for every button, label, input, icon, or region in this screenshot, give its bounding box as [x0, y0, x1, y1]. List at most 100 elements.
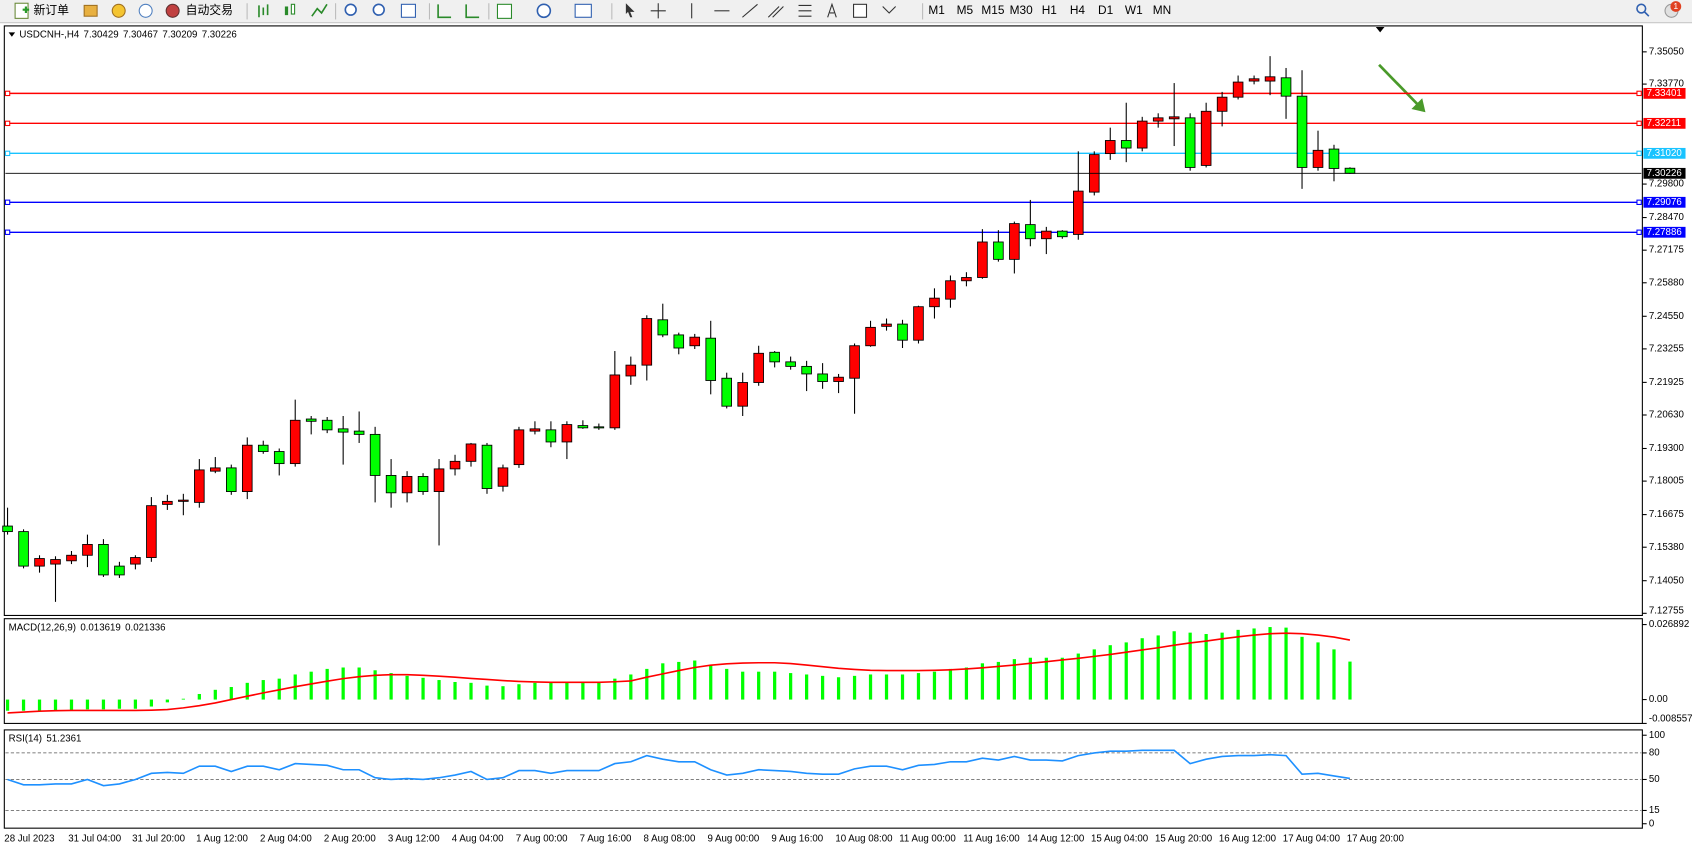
header-value: 0.013619: [80, 622, 120, 633]
timeframe-button[interactable]: M30: [1010, 3, 1033, 17]
icon-candles[interactable]: [284, 6, 289, 16]
candle-body: [609, 374, 621, 429]
icon-zoom-out[interactable]: [372, 3, 385, 16]
icon-label[interactable]: [853, 3, 868, 18]
timeframe-button[interactable]: H4: [1070, 3, 1086, 17]
candle-body: [513, 429, 525, 466]
macd-bar: [165, 699, 169, 703]
header-title: USDCNH-,H4: [19, 29, 79, 40]
candle-body: [1057, 230, 1068, 238]
candle-body: [1216, 96, 1228, 112]
current-price-label: 7.30226: [1647, 168, 1682, 179]
timeframe-button[interactable]: W1: [1125, 3, 1143, 17]
timeframe-button[interactable]: M5: [957, 3, 974, 17]
timeframe-button[interactable]: M1: [928, 3, 945, 17]
candle-body: [497, 467, 509, 487]
icon-autoscroll[interactable]: [437, 4, 452, 19]
candle-body: [929, 297, 940, 308]
candle-body: [82, 544, 93, 556]
header-title: RSI(14): [9, 733, 42, 744]
icon-fibo[interactable]: [798, 4, 812, 17]
macd-bar: [836, 677, 841, 700]
candle-body: [897, 323, 908, 341]
y-tick-label: 7.35050: [1649, 46, 1685, 57]
candle-body: [913, 306, 924, 341]
icon-crosshair[interactable]: [650, 3, 666, 19]
icon-box[interactable]: [83, 4, 98, 17]
icon-signal[interactable]: [138, 3, 153, 18]
icon-channel[interactable]: [767, 6, 784, 18]
macd-bar: [661, 663, 665, 700]
x-tick-label: 17 Aug 20:00: [1347, 834, 1405, 845]
notification-badge[interactable]: [1670, 1, 1682, 12]
macd-bar: [325, 668, 329, 700]
icon-periods[interactable]: [536, 3, 552, 19]
y-tick-label: 7.33770: [1649, 79, 1685, 90]
x-tick-label: 16 Aug 12:00: [1219, 834, 1277, 845]
icon-indicators[interactable]: [496, 3, 513, 19]
icon-cursor[interactable]: [625, 3, 635, 18]
x-tick-label: 10 Aug 08:00: [835, 834, 893, 845]
line-handle: [1636, 120, 1642, 127]
icon-search[interactable]: [1636, 3, 1647, 14]
y-tick-label: 7.24550: [1649, 311, 1685, 322]
y-tick-label: 7.16675: [1649, 509, 1684, 520]
y-tick-label: 7.14050: [1649, 575, 1685, 586]
icon-bars[interactable]: [258, 4, 269, 18]
macd-bar: [1284, 627, 1288, 700]
macd-bar: [437, 680, 441, 700]
icon-trendline[interactable]: [742, 3, 758, 18]
icon-shapes[interactable]: [882, 6, 897, 14]
symbol-menu-triangle[interactable]: [8, 32, 16, 37]
timeframe-button[interactable]: MN: [1153, 3, 1171, 17]
candle-body: [881, 323, 892, 327]
arrow-annotation: [1378, 63, 1426, 113]
macd-bar: [693, 660, 697, 700]
macd-bar: [389, 673, 393, 700]
macd-bar: [181, 698, 185, 700]
y-tick-label: 7.15380: [1649, 542, 1685, 553]
x-tick-label: 9 Aug 16:00: [771, 834, 823, 845]
timeframe-button[interactable]: M15: [981, 3, 1004, 17]
macd-bar: [1172, 631, 1176, 700]
new-order-plus: [22, 6, 30, 13]
candle-body: [1168, 116, 1180, 120]
new-order-button[interactable]: 新订单: [14, 2, 69, 19]
header-value: 7.30467: [123, 29, 158, 40]
candle-body: [226, 467, 237, 492]
macd-bar: [1236, 629, 1240, 700]
price-label: 7.33401: [1647, 88, 1682, 99]
indicator-header: RSI(14) 51.2361: [9, 733, 82, 744]
x-tick-label: 15 Aug 20:00: [1155, 834, 1213, 845]
icon-tile[interactable]: [400, 3, 416, 18]
candle-body: [705, 337, 717, 381]
icon-text[interactable]: [827, 2, 837, 18]
macd-bar: [932, 671, 937, 700]
toolbar: 新订单 自动交易 M1 M5: [0, 0, 1692, 24]
x-tick-label: 4 Aug 04:00: [452, 834, 504, 845]
header-value: 7.30226: [202, 29, 237, 40]
candle-body: [1184, 117, 1196, 168]
macd-bar: [549, 682, 553, 700]
y-tick-label: 15: [1649, 805, 1660, 816]
candle-body: [977, 241, 988, 278]
icon-zoom-in[interactable]: [344, 3, 357, 16]
macd-bar: [1076, 653, 1080, 700]
x-tick-label: 11 Aug 00:00: [899, 834, 956, 845]
candle-body: [1312, 149, 1324, 168]
macd-bar: [964, 667, 969, 700]
icon-shift[interactable]: [465, 4, 480, 19]
x-tick-label: 28 Jul 2023: [4, 834, 54, 845]
candle-body: [353, 430, 365, 435]
macd-bar: [1028, 657, 1032, 700]
icon-line[interactable]: [311, 3, 328, 17]
candle-body: [529, 428, 541, 432]
timeframe-button[interactable]: D1: [1098, 3, 1114, 17]
candle-body: [801, 365, 812, 375]
macd-bar: [996, 661, 1001, 700]
auto-trading-button[interactable]: 自动交易: [165, 3, 233, 18]
icon-templates[interactable]: [574, 3, 592, 18]
chart-shift-marker[interactable]: [1375, 26, 1385, 33]
icon-coin[interactable]: [111, 3, 126, 18]
timeframe-button[interactable]: H1: [1042, 3, 1058, 17]
